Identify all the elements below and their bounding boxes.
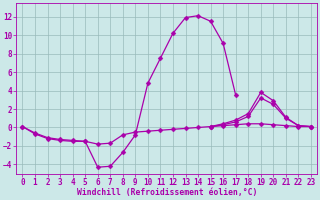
X-axis label: Windchill (Refroidissement éolien,°C): Windchill (Refroidissement éolien,°C) [76, 188, 257, 197]
